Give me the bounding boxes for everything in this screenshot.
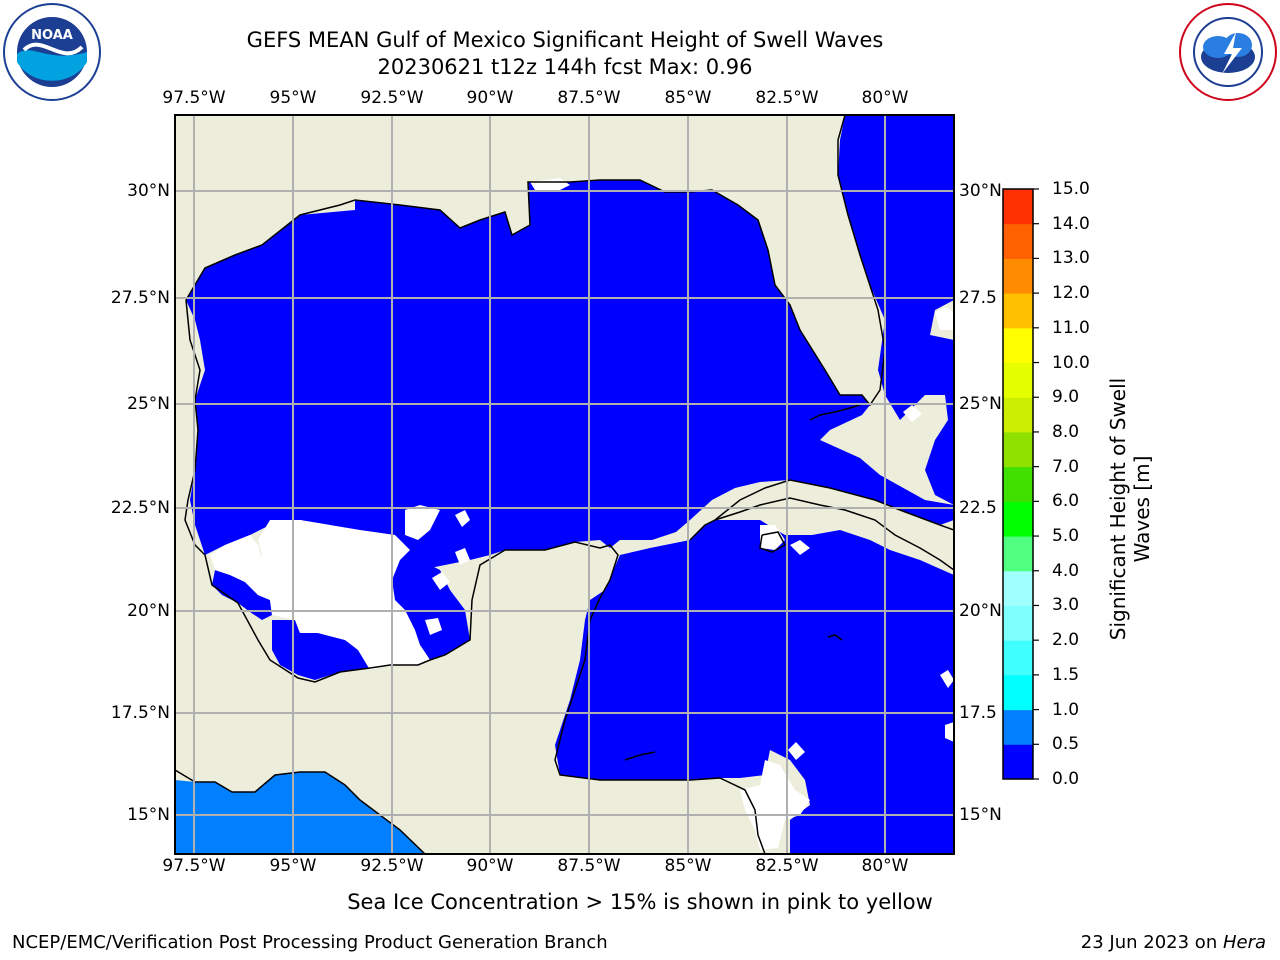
latitude-label: 17.5°N <box>110 703 170 723</box>
colorbar-tick-label: 1.5 <box>1052 664 1080 685</box>
longitude-label: 97.5°W <box>162 88 226 108</box>
colorbar-title: Significant Height of Swell Waves [m] <box>1106 309 1154 709</box>
colorbar-tick-label: 10.0 <box>1052 352 1090 373</box>
longitude-label: 92.5°W <box>360 856 424 876</box>
latitude-label: 20°N <box>959 601 1002 621</box>
longitude-label: 97.5°W <box>162 856 226 876</box>
colorbar-tick-label: 0.0 <box>1052 769 1080 789</box>
longitude-label: 80°W <box>861 88 909 108</box>
colorbar-segment <box>1003 223 1033 259</box>
nws-logo-icon <box>1178 2 1278 102</box>
colorbar-tick-label: 4.0 <box>1052 560 1080 581</box>
latitude-label: 27.5 <box>959 288 997 308</box>
longitude-label: 95°W <box>269 856 317 876</box>
caribbean-swell-field <box>555 520 954 854</box>
colorbar-tick-label: 3.0 <box>1052 595 1080 616</box>
colorbar-segment <box>1003 466 1033 502</box>
colorbar-tick-label: 13.0 <box>1052 248 1090 269</box>
colorbar-segment <box>1003 744 1033 780</box>
footer-host: Hera <box>1222 932 1266 953</box>
latitude-label: 27.5°N <box>110 288 170 308</box>
colorbar-segment <box>1003 570 1033 606</box>
gulf-swell-field <box>186 180 954 570</box>
latitude-label: 22.5 <box>959 498 997 518</box>
colorbar-tick-label: 5.0 <box>1052 526 1080 547</box>
longitude-label: 85°W <box>664 88 712 108</box>
footer-date: 23 Jun 2023 on Hera <box>1081 932 1266 953</box>
colorbar-tick-label: 15.0 <box>1052 179 1090 199</box>
colorbar-frame <box>1002 188 1034 780</box>
colorbar-segment <box>1003 327 1033 364</box>
colorbar-segment <box>1003 189 1033 225</box>
colorbar-tick-label: 9.0 <box>1052 387 1080 408</box>
colorbar-segment <box>1003 709 1033 745</box>
latitude-label: 17.5 <box>959 703 997 723</box>
colorbar-segment <box>1003 258 1033 294</box>
latitude-label: 15°N <box>959 805 1002 825</box>
colorbar-segment <box>1003 501 1033 537</box>
longitude-label: 85°W <box>664 856 712 876</box>
longitude-label: 80°W <box>861 856 909 876</box>
longitude-label: 90°W <box>466 856 514 876</box>
chart-title: GEFS MEAN Gulf of Mexico Significant Hei… <box>246 28 884 52</box>
colorbar-segment <box>1003 431 1033 468</box>
colorbar-tick-label: 12.0 <box>1052 283 1090 304</box>
colorbar-segment <box>1003 640 1033 676</box>
latitude-label: 15°N <box>127 805 170 825</box>
longitude-label: 95°W <box>269 88 317 108</box>
colorbar-segment <box>1003 397 1033 433</box>
colorbar-tick-label: 0.5 <box>1052 734 1080 755</box>
missing-data-patch <box>245 520 430 670</box>
colorbar-tick-label: 11.0 <box>1052 317 1090 338</box>
colorbar-segment <box>1003 293 1033 329</box>
latitude-label: 20°N <box>127 601 170 621</box>
colorbar-title-line1: Significant Height of Swell <box>1106 377 1130 641</box>
latitude-label: 25°N <box>127 394 170 414</box>
map-frame <box>174 114 955 855</box>
longitude-label: 82.5°W <box>755 88 819 108</box>
colorbar-segment <box>1003 362 1033 398</box>
latitude-label: 30°N <box>127 181 170 201</box>
colorbar-tick-label: 2.0 <box>1052 630 1080 651</box>
longitude-label: 87.5°W <box>557 856 621 876</box>
colorbar-tick-label: 8.0 <box>1052 421 1080 442</box>
colorbar-segment <box>1003 605 1033 641</box>
latitude-label: 22.5°N <box>110 498 170 518</box>
longitude-label: 82.5°W <box>755 856 819 876</box>
longitude-label: 90°W <box>466 88 514 108</box>
footer-date-text: 23 Jun 2023 on <box>1080 932 1223 953</box>
latitude-label: 30°N <box>959 181 1002 201</box>
colorbar-tick-label: 14.0 <box>1052 213 1090 234</box>
longitude-label: 87.5°W <box>557 88 621 108</box>
colorbar-tick-label: 6.0 <box>1052 491 1080 512</box>
chart-subtitle: 20230621 t12z 144h fcst Max: 0.96 <box>377 55 753 79</box>
latitude-label: 25°N <box>959 394 1002 414</box>
noaa-logo-icon: NOAA <box>2 2 102 102</box>
colorbar-tick-label: 1.0 <box>1052 699 1080 720</box>
colorbar-title-line2: Waves [m] <box>1130 455 1154 563</box>
sea-ice-note: Sea Ice Concentration > 15% is shown in … <box>347 890 933 914</box>
longitude-label: 92.5°W <box>360 88 424 108</box>
noaa-logo-text: NOAA <box>31 28 73 43</box>
colorbar-tick-label: 7.0 <box>1052 456 1080 477</box>
footer-credit: NCEP/EMC/Verification Post Processing Pr… <box>12 932 608 953</box>
colorbar-segment <box>1003 674 1033 711</box>
colorbar-segment <box>1003 536 1033 572</box>
